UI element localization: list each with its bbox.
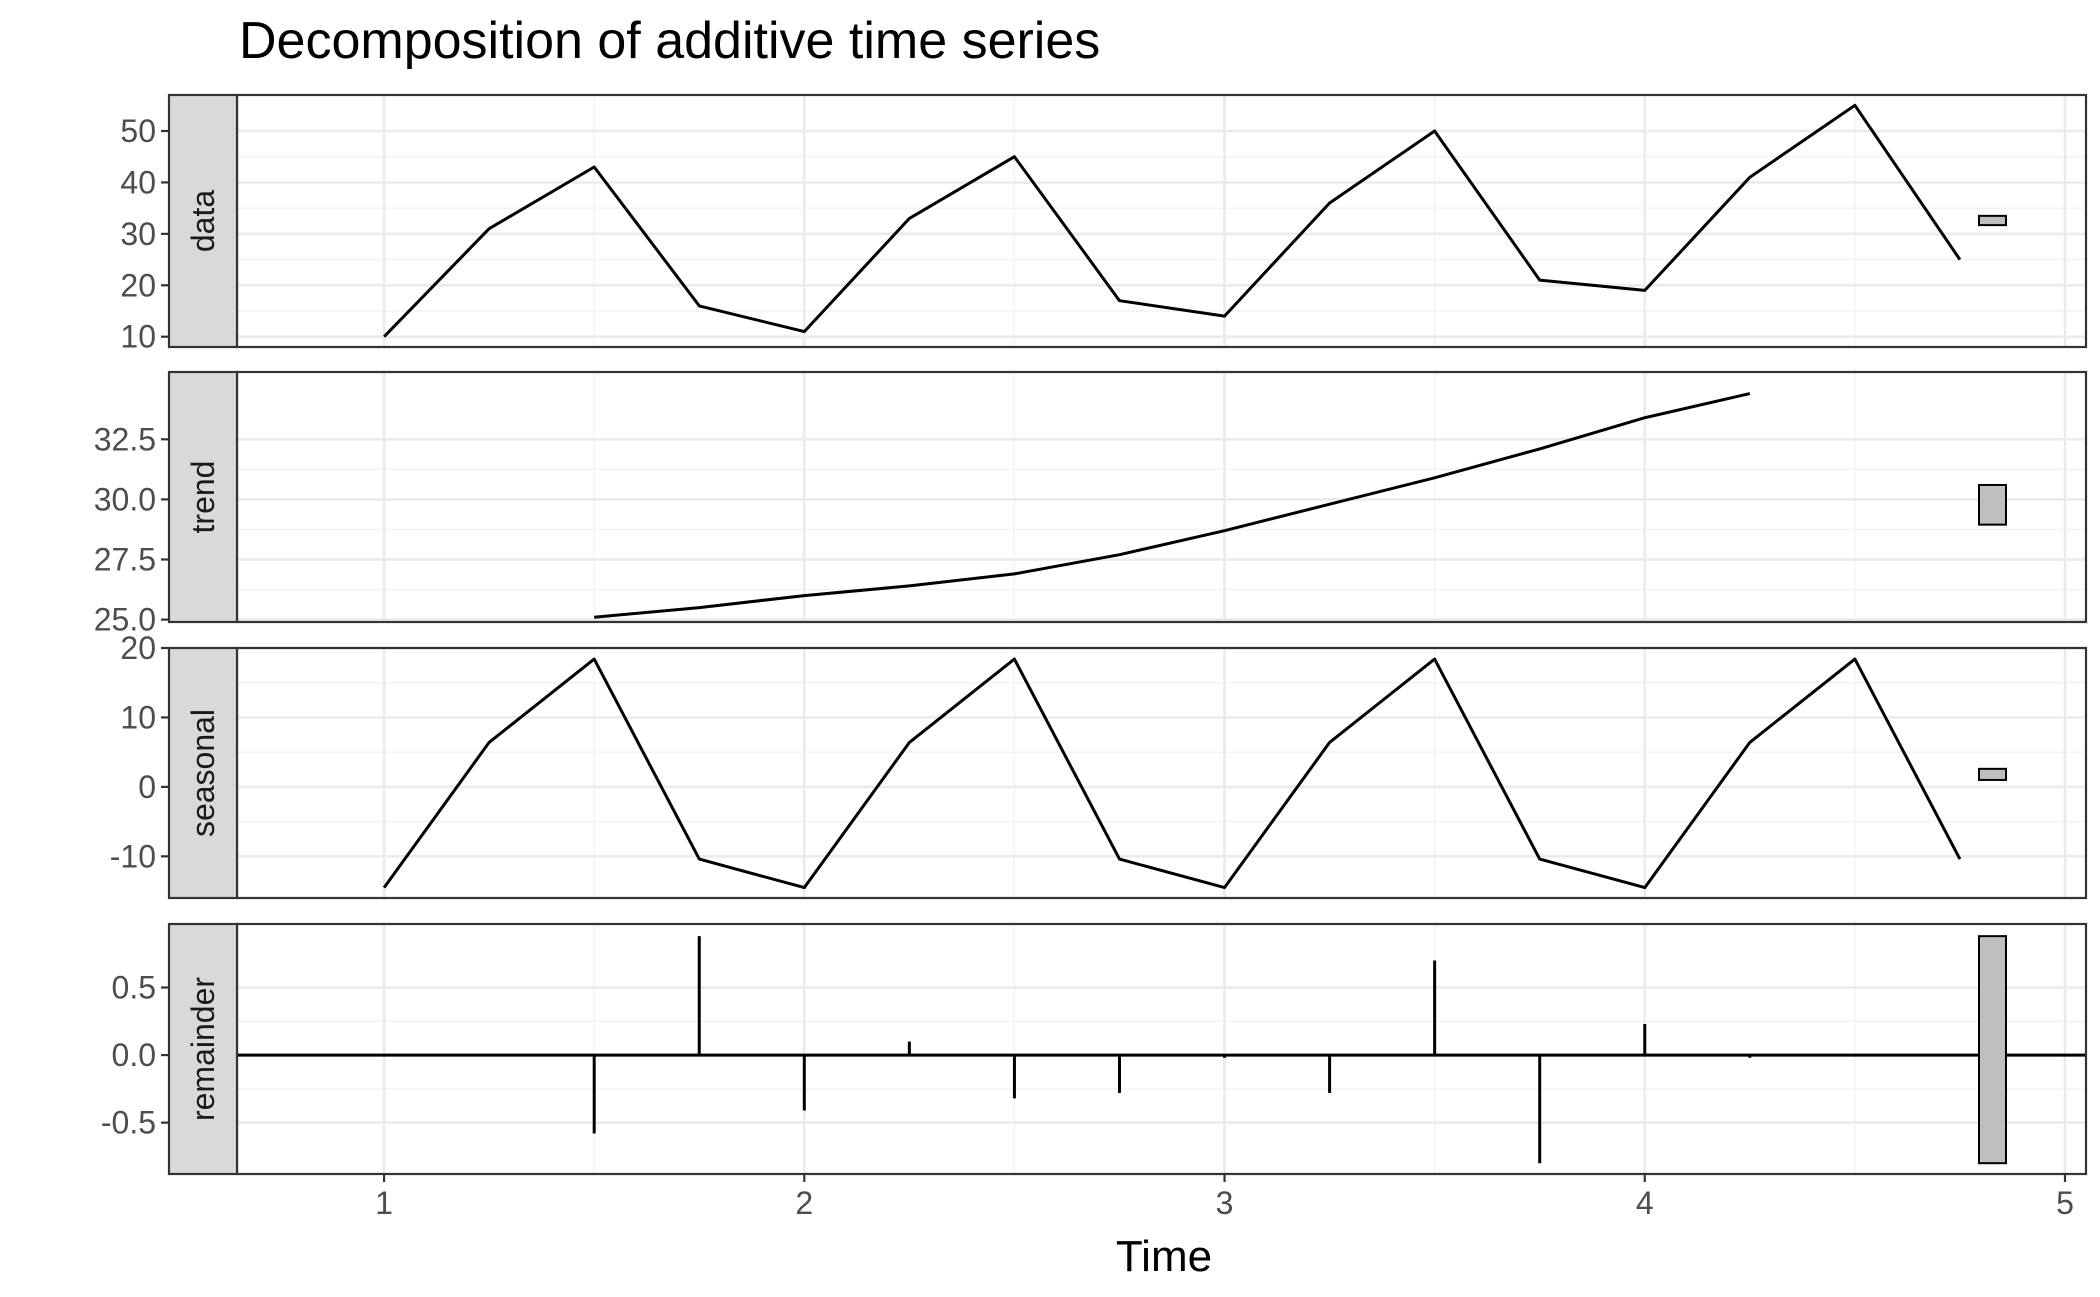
y-tick-label: 0.5 <box>112 970 156 1006</box>
x-axis-title: Time <box>1116 1232 1212 1281</box>
strip-label-seasonal: seasonal <box>185 709 221 837</box>
strip-label-data: data <box>185 190 221 252</box>
y-tick-label: 10 <box>120 699 156 735</box>
strip-background <box>167 922 239 1176</box>
y-tick-label: 40 <box>120 164 156 200</box>
panel-data-seasonal <box>382 657 1962 890</box>
y-tick-label: -10 <box>110 838 156 874</box>
panel-background <box>237 648 2086 898</box>
x-tick-label: 4 <box>1636 1185 1654 1221</box>
chart-title: Decomposition of additive time series <box>239 12 1100 70</box>
panel-data-trend <box>594 392 1751 619</box>
scale-bar <box>1978 935 2007 1165</box>
x-tick-label: 1 <box>375 1185 393 1221</box>
scale-bar <box>1978 214 2007 227</box>
series-line-trend <box>594 392 1751 619</box>
panel-seasonal: seasonal -10 0 10 20 <box>110 630 2088 900</box>
series-line-data <box>383 103 1962 338</box>
strip-label-trend: trend <box>185 461 221 534</box>
series-line-seasonal <box>382 657 1962 890</box>
y-tick-label: -0.5 <box>101 1105 156 1141</box>
y-tick-label: 50 <box>120 113 156 149</box>
panel-trend: trend 25.0 27.5 30.0 32.5 <box>94 370 2088 638</box>
y-tick-label: 25.0 <box>94 602 156 638</box>
y-tick-label: 30 <box>120 216 156 252</box>
strip-background <box>167 370 239 624</box>
strip-background <box>167 93 239 349</box>
panel-background <box>237 95 2086 347</box>
y-tick-label: 20 <box>120 630 156 666</box>
x-axis: 1 2 3 4 5 <box>375 1174 2074 1221</box>
y-tick-label: 32.5 <box>94 421 156 457</box>
x-tick-label: 3 <box>1216 1185 1234 1221</box>
panel-data-remainder <box>237 936 2086 1164</box>
panel-data: data 10 20 30 40 50 <box>120 93 2088 355</box>
panel-background <box>237 372 2086 622</box>
panel-remainder: remainder -0.5 0.0 0.5 <box>101 922 2088 1176</box>
scale-bar <box>1978 483 2007 526</box>
y-tick-label: 20 <box>120 267 156 303</box>
panel-data-data <box>383 103 1962 338</box>
x-tick-label: 5 <box>2056 1185 2074 1221</box>
x-tick-label: 2 <box>795 1185 813 1221</box>
panel-background <box>237 924 2086 1174</box>
y-tick-label: 27.5 <box>94 542 156 578</box>
scale-bar <box>1978 767 2007 781</box>
strip-background <box>167 646 239 900</box>
y-tick-label: 10 <box>120 319 156 355</box>
y-tick-label: 0 <box>138 769 156 805</box>
y-tick-label: 0.0 <box>112 1037 156 1073</box>
strip-label-remainder: remainder <box>185 977 221 1121</box>
panels: data 10 20 30 40 50 trend 25.0 27.5 30.0 32.5 seaso… <box>94 93 2088 1176</box>
y-tick-label: 30.0 <box>94 481 156 517</box>
